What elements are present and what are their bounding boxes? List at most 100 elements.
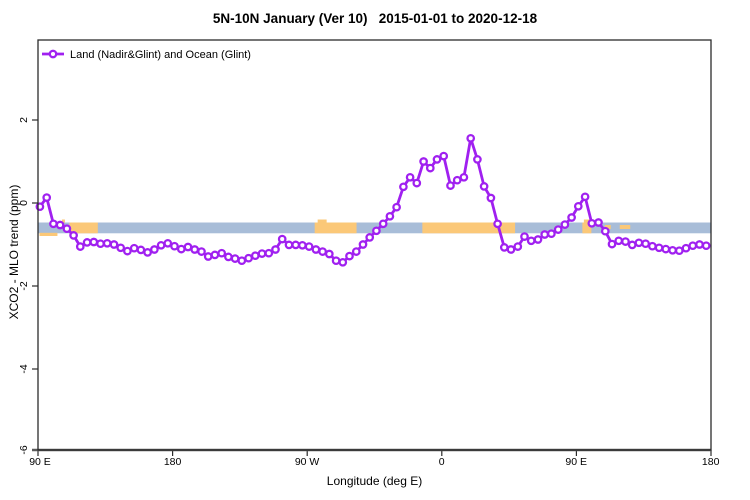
data-point	[587, 218, 597, 228]
x-axis-label: Longitude (deg E)	[326, 474, 423, 488]
data-point	[547, 229, 556, 239]
data-series-layer	[35, 133, 711, 267]
data-point	[42, 193, 52, 202]
data-point	[116, 243, 126, 253]
data-point	[399, 182, 408, 192]
data-point	[318, 247, 327, 256]
y-tick-label-m2: -2	[18, 281, 30, 290]
data-point	[75, 242, 85, 251]
data-point	[291, 240, 301, 250]
data-point	[156, 240, 166, 250]
data-point	[553, 225, 563, 234]
data-point	[567, 213, 576, 222]
data-point	[230, 254, 240, 263]
data-point	[607, 239, 617, 249]
data-point	[486, 193, 496, 203]
y-tick-labels: 2 0 -2 -4 -6	[18, 117, 30, 455]
map-band-land-segment	[314, 222, 357, 234]
data-point	[614, 236, 624, 246]
data-point	[466, 133, 476, 143]
data-point	[210, 250, 220, 260]
data-point	[681, 243, 691, 253]
data-point	[69, 231, 78, 240]
data-point	[695, 240, 704, 249]
map-band-speckle	[39, 232, 58, 236]
data-point	[365, 233, 375, 242]
data-point	[594, 218, 603, 227]
x-tick-label-90w: 90 W	[295, 456, 320, 468]
x-tick-label-180: 180	[164, 456, 182, 468]
data-point	[345, 251, 354, 261]
data-point	[55, 220, 65, 230]
data-point	[163, 238, 173, 248]
data-point	[419, 157, 428, 166]
data-point	[439, 151, 449, 161]
data-point	[641, 239, 650, 249]
data-point	[324, 249, 334, 259]
data-point	[533, 235, 543, 244]
map-band-speckle	[317, 219, 327, 223]
data-point	[170, 241, 179, 251]
map-band-land-segment	[422, 222, 516, 234]
map-band-speckle	[61, 219, 65, 223]
data-point	[136, 245, 146, 255]
legend-label: Land (Nadir&Glint) and Ocean (Glint)	[70, 49, 251, 61]
y-tick-label-m6: -6	[18, 445, 30, 454]
data-point	[493, 219, 502, 229]
data-point	[560, 220, 570, 229]
data-point	[526, 236, 536, 246]
plot-box	[37, 39, 712, 451]
data-point	[627, 240, 637, 250]
data-point	[176, 244, 186, 254]
data-point	[358, 240, 368, 249]
x-tick-label-90e2: 90 E	[565, 456, 587, 468]
data-point	[237, 256, 247, 266]
data-point	[331, 256, 341, 266]
data-point	[412, 178, 422, 188]
data-point	[190, 245, 200, 254]
data-point	[701, 241, 711, 251]
x-tick-labels: 90 E 180 90 W 0 90 E 180	[29, 456, 719, 468]
data-point	[257, 249, 267, 258]
data-point	[49, 219, 58, 229]
data-point	[89, 237, 99, 247]
data-point	[425, 163, 435, 173]
data-point	[459, 172, 469, 182]
data-point	[96, 239, 105, 249]
legend: Land (Nadir&Glint) and Ocean (Glint)	[42, 49, 251, 61]
chart-title: 5N-10N January (Ver 10) 2015-01-01 to 20…	[212, 11, 538, 26]
data-point	[674, 246, 684, 256]
data-point	[264, 248, 274, 258]
data-point	[506, 245, 516, 254]
data-point	[129, 243, 139, 253]
data-point	[197, 247, 206, 256]
data-point	[203, 252, 213, 261]
data-point	[540, 230, 550, 239]
data-point	[520, 232, 529, 241]
data-point	[580, 192, 590, 202]
data-point	[271, 245, 280, 254]
data-point	[123, 246, 132, 256]
data-point	[102, 238, 112, 248]
data-point	[634, 238, 644, 248]
data-point	[600, 226, 610, 236]
data-point	[82, 238, 92, 247]
data-point	[473, 155, 482, 164]
data-point	[217, 248, 227, 258]
data-point	[311, 245, 321, 254]
data-point	[513, 242, 523, 251]
map-band-land-segment	[582, 222, 592, 234]
y-tick-label-2: 2	[18, 117, 30, 123]
data-point	[224, 252, 233, 262]
data-point	[62, 224, 72, 234]
data-point	[446, 181, 455, 190]
map-band-speckle	[619, 225, 631, 230]
y-tick-label-0: 0	[18, 200, 30, 206]
data-point	[284, 240, 294, 250]
data-point	[432, 155, 442, 164]
data-point	[573, 201, 583, 211]
data-line	[38, 136, 708, 264]
data-point	[479, 182, 489, 191]
x-tick-label-0: 0	[439, 456, 445, 468]
